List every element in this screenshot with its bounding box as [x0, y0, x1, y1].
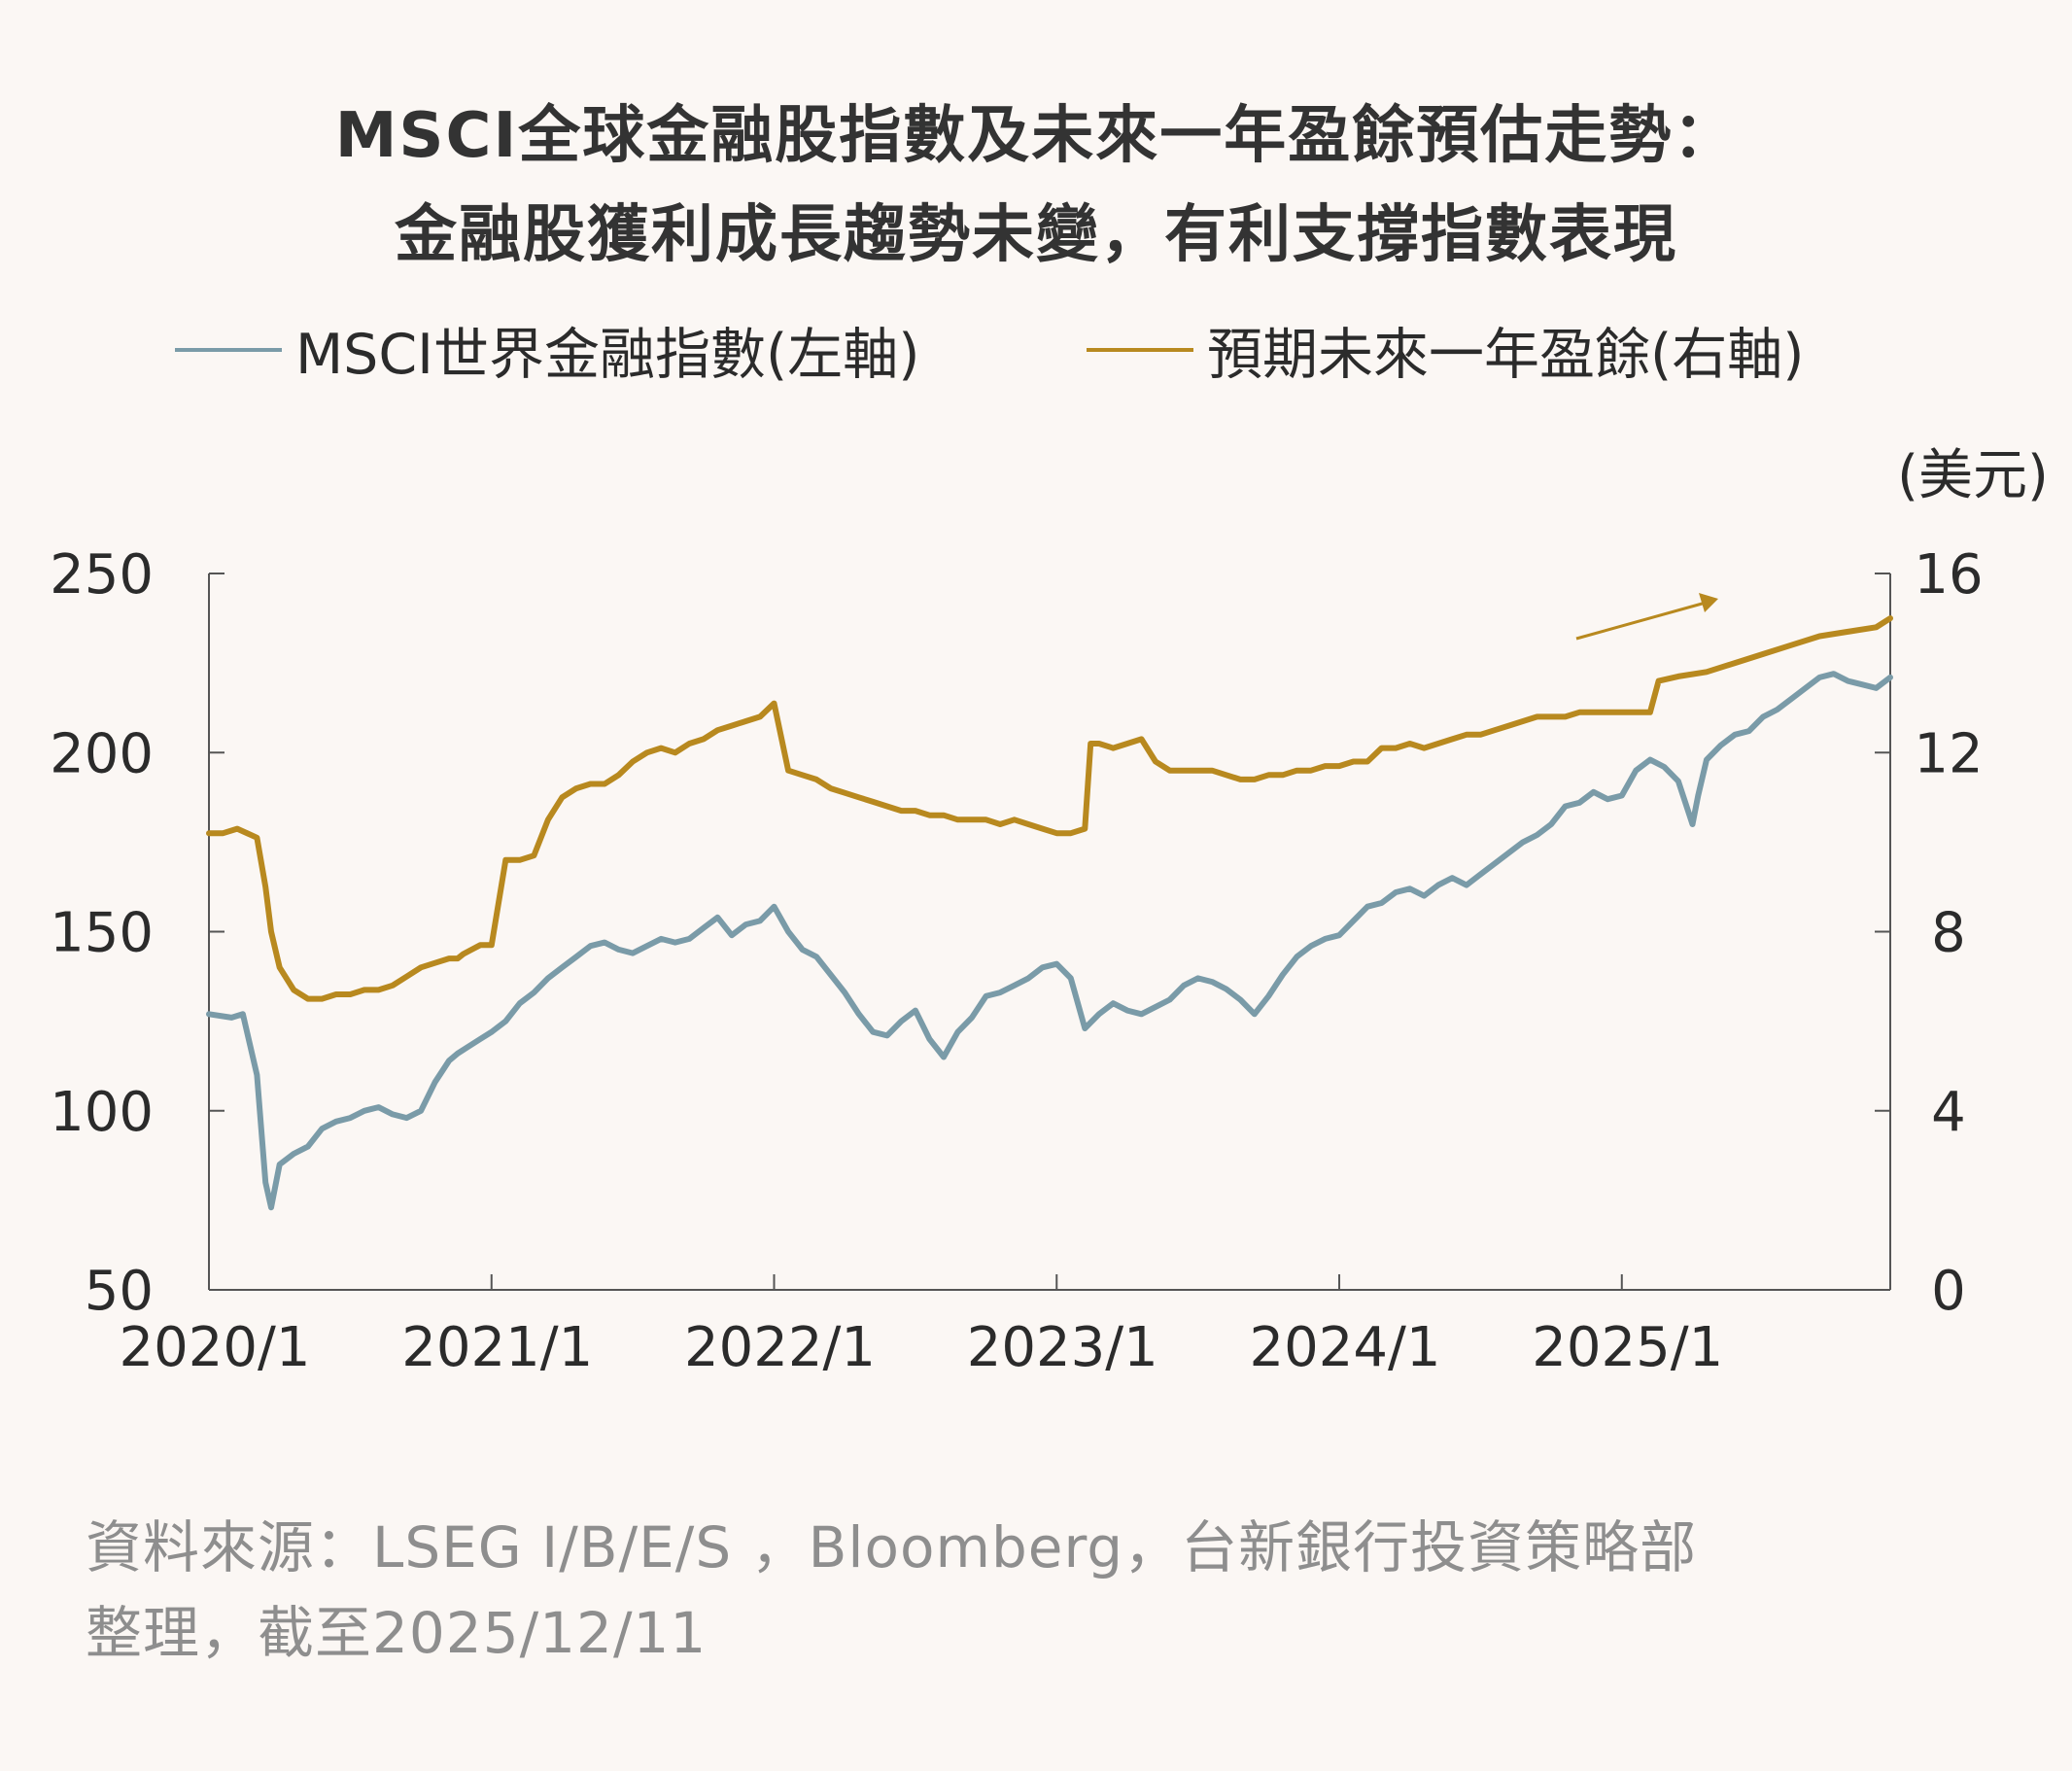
x-tick-label: 2022/1: [684, 1316, 876, 1379]
series-line-msci-index: [206, 671, 1893, 1211]
left-tick-label: 150: [50, 902, 154, 965]
chart-legend: MSCI世界金融指數(左軸) 預期未來一年盈餘(右軸): [0, 313, 2072, 391]
x-tick-label: 2025/1: [1532, 1316, 1723, 1379]
source-note: 資料來源：LSEG I/B/E/S ，Bloomberg，台新銀行投資策略部 整…: [86, 1505, 2020, 1676]
x-tick-label: 2024/1: [1250, 1316, 1441, 1379]
left-tick-label: 100: [50, 1081, 154, 1144]
source-line-1: 資料來源：LSEG I/B/E/S ，Bloomberg，台新銀行投資策略部: [86, 1514, 1698, 1580]
left-tick-label: 50: [85, 1260, 154, 1323]
chart-title-line-2: 金融股獲利成長趨勢未變，有利支撐指數表現: [395, 199, 1677, 271]
x-tick-label: 2020/1: [119, 1316, 310, 1379]
left-tick-label: 200: [50, 722, 154, 785]
legend-item-eps: 預期未來一年盈餘(右軸): [1087, 313, 1804, 387]
right-tick-label: 4: [1931, 1081, 1966, 1144]
trend-arrow-shaft: [1575, 601, 1707, 641]
right-tick-label: 8: [1931, 902, 1966, 965]
source-line-2: 整理，截至2025/12/11: [86, 1600, 708, 1666]
legend-label-index: MSCI世界金融指數(左軸): [295, 323, 920, 387]
legend-label-eps: 預期未來一年盈餘(右軸): [1207, 323, 1805, 387]
x-tick-label: 2023/1: [967, 1316, 1158, 1379]
right-tick-label: 0: [1931, 1260, 1966, 1323]
trend-arrow-head: [1699, 593, 1718, 612]
left-tick-label: 250: [50, 543, 154, 607]
x-tick-label: 2021/1: [401, 1316, 593, 1379]
legend-swatch-eps: [1087, 348, 1193, 352]
chart-title-line-1: MSCI全球金融股指數及未來一年盈餘預估走勢：: [334, 100, 1738, 172]
legend-item-index: MSCI世界金融指數(左軸): [175, 313, 919, 387]
right-tick-label: 12: [1914, 722, 1983, 785]
legend-swatch-index: [175, 348, 282, 352]
right-axis-unit: (美元): [1897, 444, 2049, 507]
series-line-forward-eps: [206, 615, 1893, 1002]
right-tick-label: 16: [1914, 543, 1983, 607]
